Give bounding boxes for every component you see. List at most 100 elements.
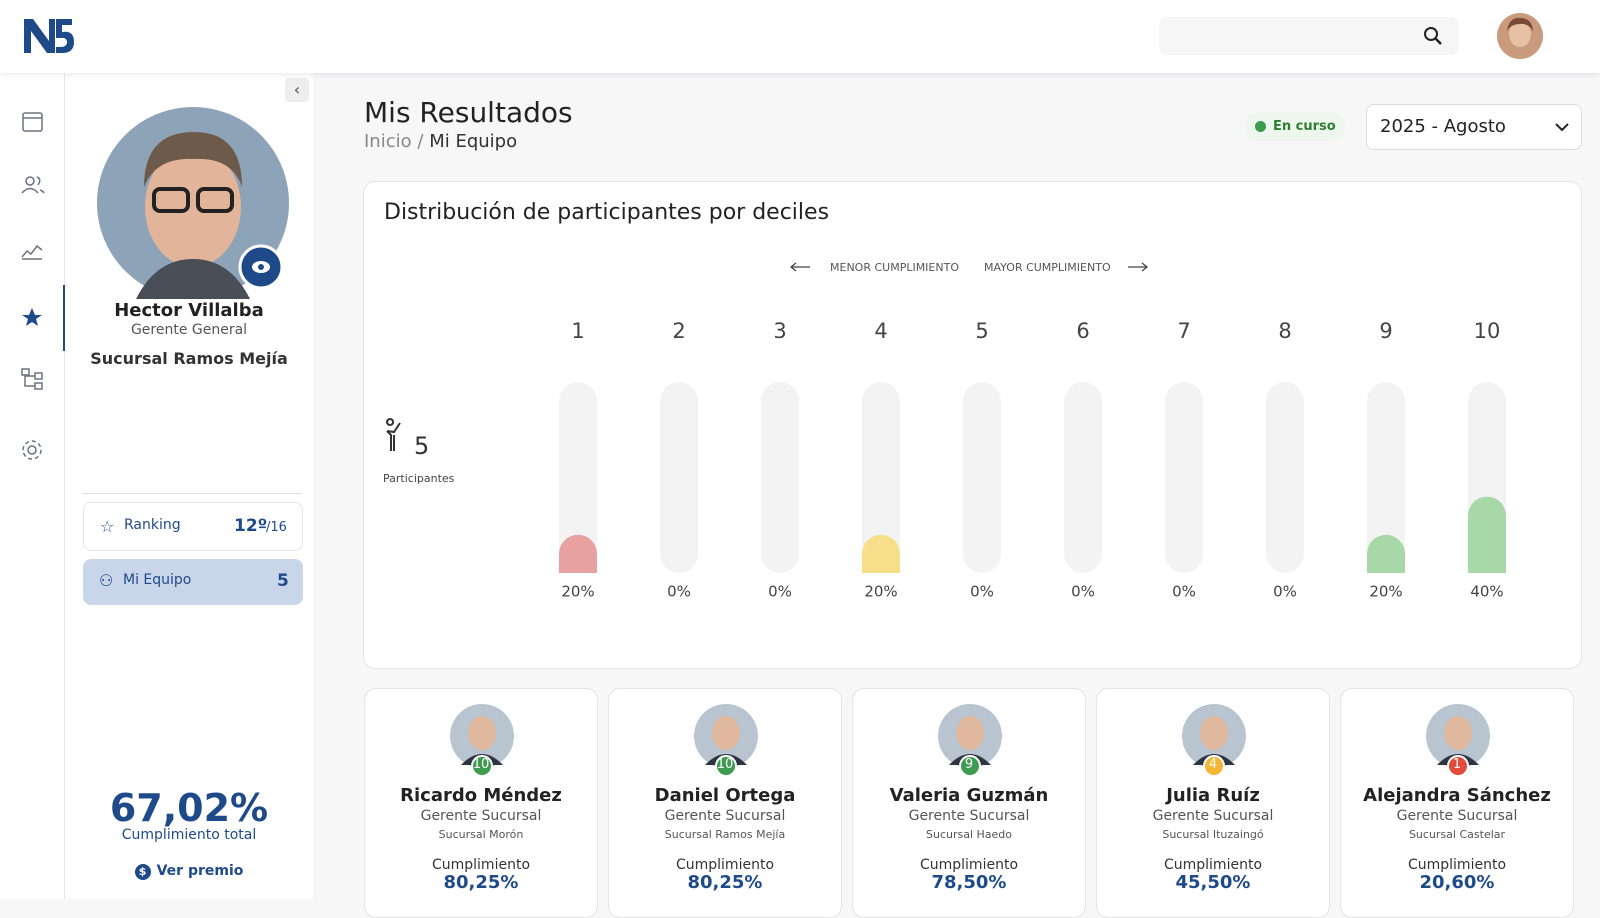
decile-number: 10 [1474, 319, 1501, 343]
team-card[interactable]: 9 Valeria Guzmán Gerente Sucursal Sucursal … [852, 688, 1086, 918]
decile-track [1064, 382, 1102, 573]
team-card[interactable]: 10 Daniel Ortega Gerente Sucursal Sucursal … [608, 688, 842, 918]
ranking-box[interactable]: ☆ Ranking 12º /16 [83, 502, 303, 551]
profile-photo [97, 107, 289, 299]
divider [82, 493, 302, 494]
member-name: Alejandra Sánchez [1363, 785, 1551, 806]
team-label: Mi Equipo [123, 572, 192, 588]
decile-number: 8 [1278, 319, 1291, 343]
member-compliance: 78,50% [931, 872, 1007, 893]
member-compliance-label: Cumplimiento [919, 857, 1019, 873]
member-name: Daniel Ortega [654, 785, 796, 806]
decile-percent: 20% [561, 583, 594, 601]
compliance-label: Cumplimiento total [121, 827, 257, 843]
decile-percent: 0% [970, 583, 994, 601]
member-compliance: 80,25% [687, 872, 763, 893]
prize-link-text[interactable]: Ver premio [156, 863, 244, 879]
member-photo [694, 704, 758, 777]
decile-number: 7 [1177, 319, 1190, 343]
decile-number: 1 [571, 319, 584, 343]
decile-number: 3 [773, 319, 786, 343]
user-avatar[interactable] [1497, 13, 1543, 59]
member-decile: 9 [964, 757, 974, 772]
page-title: Mis Resultados [364, 96, 573, 129]
top-bar [0, 0, 1600, 73]
ranking-total: /16 [266, 520, 287, 535]
search-icon[interactable] [1423, 26, 1443, 46]
decile-track [1165, 382, 1203, 573]
decile-number: 6 [1076, 319, 1089, 343]
prize-link[interactable]: $ Ver premio [65, 863, 313, 880]
member-branch: Sucursal Haedo [925, 828, 1012, 841]
legend-low: MENOR CUMPLIMIENTO [830, 261, 959, 274]
people-icon[interactable] [21, 176, 45, 194]
team-card[interactable]: 4 Julia Ruíz Gerente Sucursal Sucursal Ituz… [1096, 688, 1330, 918]
decile-bar [559, 534, 597, 573]
member-role: Gerente Sucursal [664, 808, 786, 824]
member-name: Valeria Guzmán [889, 785, 1049, 806]
search-box[interactable] [1159, 17, 1459, 55]
member-branch: Sucursal Castelar [1408, 828, 1506, 841]
active-indicator [63, 285, 65, 351]
decile-track [660, 382, 698, 573]
member-branch: Sucursal Ramos Mejía [664, 828, 786, 841]
decile-chart: Distribución de participantes por decile… [383, 200, 1506, 601]
decile-percent: 0% [667, 583, 691, 601]
breadcrumb-current: Mi Equipo [429, 131, 518, 152]
ranking-position: 12º [234, 516, 268, 536]
member-name: Julia Ruíz [1166, 785, 1260, 806]
member-photo [450, 704, 514, 777]
breadcrumb: Inicio / Mi Equipo [364, 131, 517, 152]
decile-track [761, 382, 799, 573]
chart-icon[interactable] [21, 244, 43, 260]
nav-icons [21, 112, 65, 460]
settings-icon[interactable] [22, 440, 42, 460]
team-box[interactable]: ⚇ Mi Equipo 5 [83, 559, 303, 605]
member-role: Gerente Sucursal [1396, 808, 1518, 824]
team-card[interactable]: 10 Ricardo Méndez Gerente Sucursal Sucursal… [364, 688, 598, 918]
period-value: 2025 - Agosto [1380, 116, 1506, 137]
decile-percent: 0% [768, 583, 792, 601]
member-decile: 10 [716, 757, 734, 772]
status-pill: En curso [1245, 112, 1345, 141]
calendar-icon[interactable] [22, 112, 43, 132]
compliance-value: 67,02% [109, 786, 269, 830]
breadcrumb-separator: / [417, 131, 424, 152]
member-role: Gerente Sucursal [420, 808, 542, 824]
decile-percent: 0% [1071, 583, 1095, 601]
decile-bar [1367, 534, 1405, 573]
hierarchy-icon[interactable] [21, 368, 43, 390]
team-count: 5 [277, 571, 289, 591]
decile-percent: 0% [1273, 583, 1297, 601]
decile-bar [1468, 496, 1506, 573]
member-name: Ricardo Méndez [400, 785, 562, 806]
breadcrumb-link[interactable]: Inicio [364, 131, 412, 152]
status-text: En curso [1273, 119, 1336, 134]
decile-number: 9 [1379, 319, 1392, 343]
collapse-button[interactable]: ‹ [285, 78, 309, 102]
profile-panel: ‹ Hector Villalba Gerente General Sucurs… [65, 73, 313, 899]
chart-card: Distribución de participantes por decile… [363, 181, 1582, 669]
member-compliance-label: Cumplimiento [1407, 857, 1507, 873]
member-photo [1426, 704, 1490, 777]
member-role: Gerente Sucursal [908, 808, 1030, 824]
period-select[interactable]: 2025 - Agosto [1366, 104, 1582, 150]
member-decile: 4 [1208, 757, 1218, 772]
decile-percent: 0% [1172, 583, 1196, 601]
member-compliance-label: Cumplimiento [675, 857, 775, 873]
decile-track [1367, 382, 1405, 573]
ranking-icon[interactable] [22, 308, 42, 326]
member-compliance-label: Cumplimiento [1163, 857, 1263, 873]
member-compliance: 80,25% [443, 872, 519, 893]
member-decile: 1 [1452, 757, 1462, 772]
member-compliance: 45,50% [1175, 872, 1251, 893]
logo[interactable] [22, 15, 74, 57]
decile-percent: 20% [1369, 583, 1402, 601]
member-role: Gerente Sucursal [1152, 808, 1274, 824]
team-card[interactable]: 1 Alejandra Sánchez Gerente Sucursal Sucurs… [1340, 688, 1574, 918]
side-nav [0, 73, 65, 899]
participants-count: 5 [414, 432, 429, 460]
member-compliance-label: Cumplimiento [431, 857, 531, 873]
member-decile: 10 [472, 757, 490, 772]
